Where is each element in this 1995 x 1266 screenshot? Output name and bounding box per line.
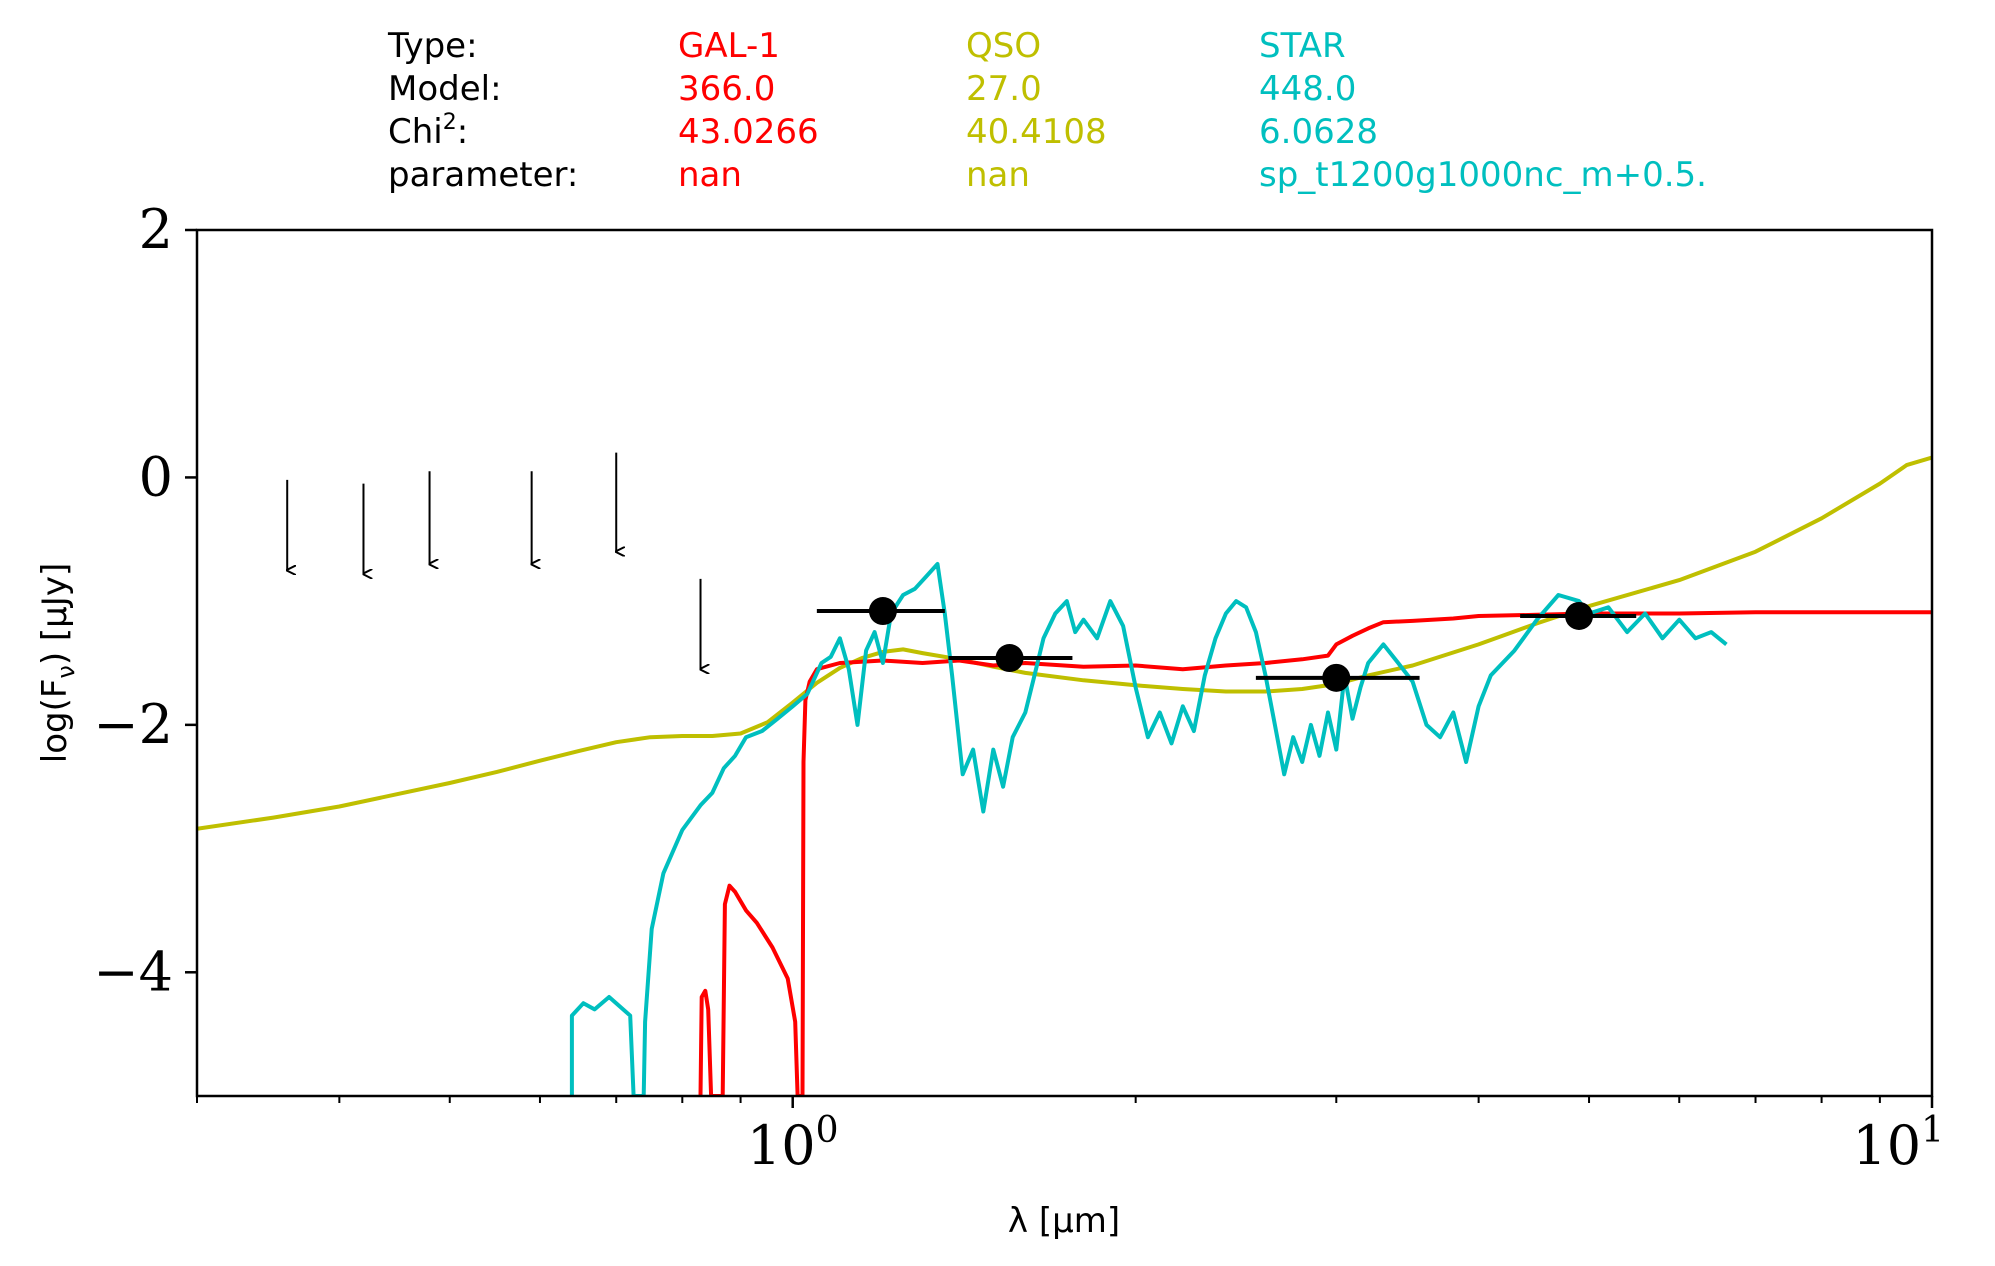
gal-parameter: nan: [678, 155, 742, 195]
star-chi2: 6.0628: [1259, 112, 1378, 152]
row-label-model: Model:: [388, 69, 502, 109]
chi-superscript: 2: [443, 110, 457, 135]
qso-type: QSO: [966, 26, 1041, 66]
qso-model: 27.0: [966, 69, 1042, 109]
series-line-1: [698, 610, 1932, 1096]
row-label-chi2: Chi2:: [388, 110, 468, 152]
photometry-point-3: [1520, 601, 1637, 630]
x-tick-label-0: 100: [747, 1110, 839, 1177]
data-marker-0: [868, 597, 897, 626]
photometry-point-0: [816, 597, 945, 626]
y-axis-label-sub: ν: [52, 665, 80, 678]
y-axis-label-unit: ) [μJy]: [35, 563, 75, 665]
plot-frame: [195, 228, 1934, 1098]
star-type: STAR: [1259, 26, 1346, 66]
header-column-star: STAR 448.0 6.0628 sp_t1200g1000nc_m+0.5.: [1259, 26, 1707, 195]
photometry-point-1: [948, 644, 1073, 673]
series-line-0: [197, 455, 1932, 831]
y-axis-label: log(Fν) [μJy]: [35, 563, 80, 763]
gal-model: 366.0: [678, 69, 775, 109]
upper-limits-layer: [286, 452, 700, 670]
row-label-type: Type:: [387, 26, 478, 66]
axis-ticks: 2 0 −2 −4 100 101: [93, 198, 1944, 1177]
qso-parameter: nan: [966, 155, 1030, 195]
y-tick-label-2: −2: [93, 693, 173, 756]
data-marker-1: [995, 644, 1024, 673]
y-axis-label-text: log(Fν) [μJy]: [35, 563, 80, 763]
chi-suffix: :: [457, 112, 468, 152]
x-axis-label-text: λ [μm]: [1008, 1201, 1120, 1241]
chi-label-text: Chi: [388, 112, 443, 152]
header-row-labels: Type: Model: Chi2: parameter:: [387, 26, 578, 195]
series-line-2: [569, 562, 1728, 1096]
header-column-gal: GAL-1 366.0 43.0266 nan: [678, 26, 819, 195]
gal-chi2: 43.0266: [678, 112, 819, 152]
photometry-point-2: [1255, 663, 1420, 692]
x-tick-label-1: 101: [1852, 1110, 1944, 1177]
star-parameter: sp_t1200g1000nc_m+0.5.: [1259, 155, 1707, 195]
x-axis-label: λ [μm]: [1008, 1201, 1120, 1241]
data-marker-3: [1565, 601, 1594, 630]
series-layer: [197, 455, 1932, 1096]
header-table: Type: Model: Chi2: parameter: GAL-1 366.…: [387, 26, 1707, 195]
row-label-parameter: parameter:: [388, 155, 578, 195]
gal-type: GAL-1: [678, 26, 780, 66]
data-marker-2: [1322, 663, 1351, 692]
y-tick-label-0: 2: [139, 198, 173, 261]
y-axis-label-main: log(F: [35, 679, 75, 764]
star-model: 448.0: [1259, 69, 1356, 109]
y-tick-label-3: −4: [93, 940, 173, 1003]
qso-chi2: 40.4108: [966, 112, 1107, 152]
header-column-qso: QSO 27.0 40.4108 nan: [966, 26, 1107, 195]
y-tick-label-1: 0: [139, 445, 173, 508]
photometry-points-layer: [816, 597, 1637, 692]
